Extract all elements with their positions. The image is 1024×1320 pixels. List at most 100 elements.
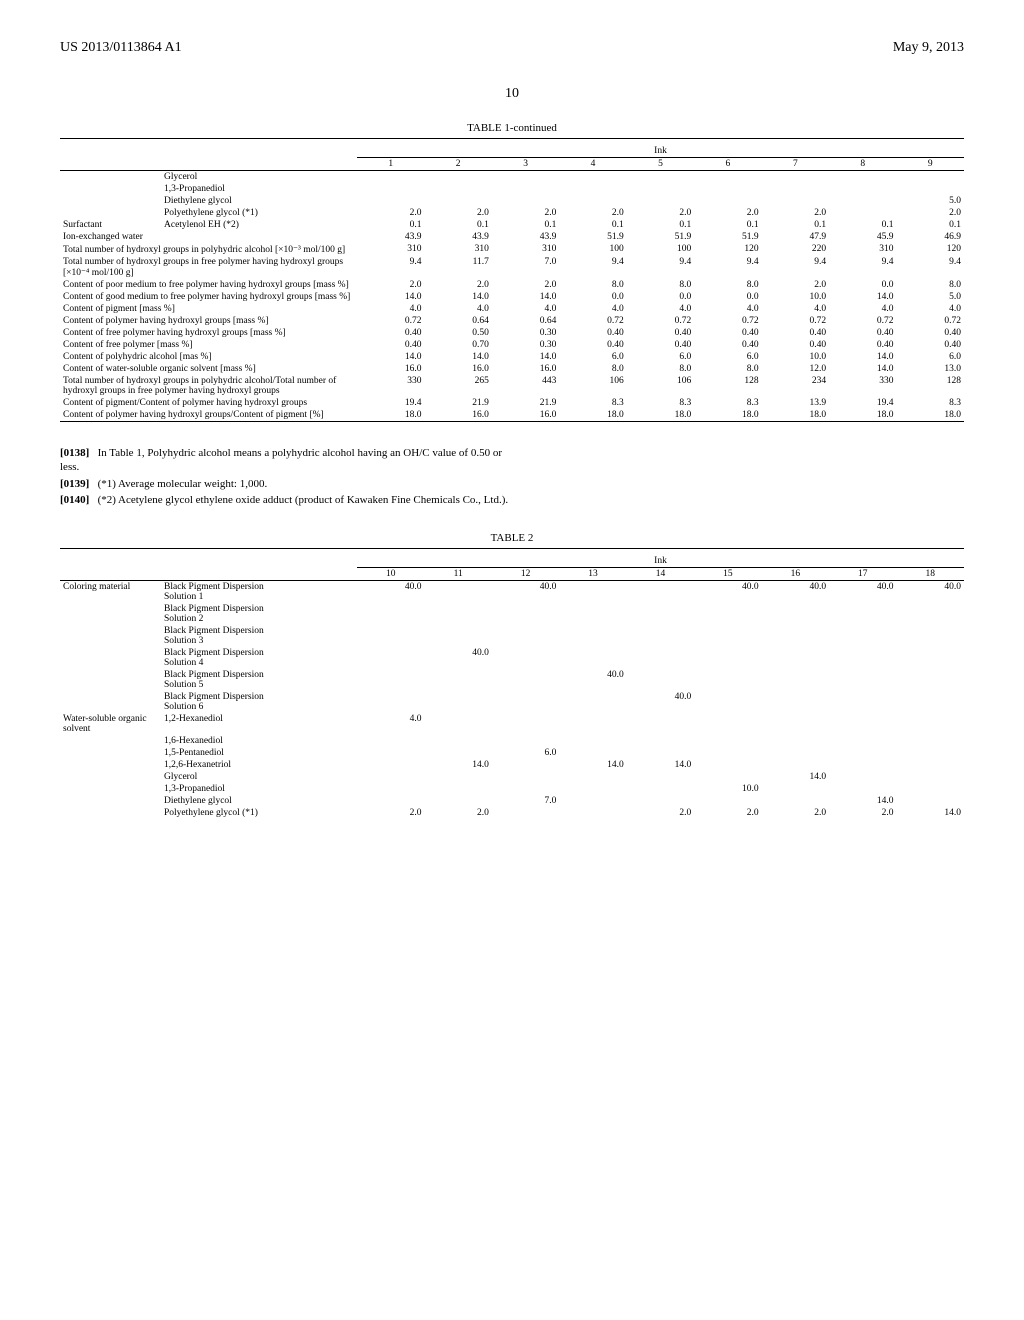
cell: 0.40: [762, 327, 829, 339]
cell: [762, 747, 829, 759]
cell: 4.0: [897, 303, 965, 315]
cell: 9.4: [559, 256, 626, 279]
table-row: 1,3-Propanediol 10.0: [60, 783, 964, 795]
cell: 0.50: [424, 327, 491, 339]
cell: 43.9: [492, 231, 559, 243]
cell: 100: [559, 243, 626, 256]
cell: 0.1: [897, 219, 965, 231]
cell: 0.64: [492, 315, 559, 327]
cell: 14.0: [492, 291, 559, 303]
table-row: Content of polymer having hydroxyl group…: [60, 409, 964, 422]
cell: [492, 171, 559, 184]
table2-col-header: 18: [897, 568, 965, 581]
cell: 18.0: [357, 409, 424, 422]
cell: [897, 625, 965, 647]
cell: [762, 625, 829, 647]
table-row: Content of polyhydric alcohol [mas %]14.…: [60, 351, 964, 363]
cell: 4.0: [627, 303, 694, 315]
cell: [424, 691, 491, 713]
cell: 18.0: [829, 409, 896, 422]
table-row: 1,2,6-Hexanetriol14.014.014.0: [60, 759, 964, 771]
page-number: 10: [60, 86, 964, 102]
cell: 40.0: [627, 691, 694, 713]
table-row: Total number of hydroxyl groups in free …: [60, 256, 964, 279]
cell: 0.70: [424, 339, 491, 351]
cell: [762, 795, 829, 807]
cell: 40.0: [829, 581, 896, 604]
cell: [559, 581, 626, 604]
table-row: 1,3-Propanediol: [60, 183, 964, 195]
cell: 19.4: [829, 397, 896, 409]
cell: [694, 195, 761, 207]
cell: [357, 647, 424, 669]
cell: [357, 171, 424, 184]
cell: 40.0: [694, 581, 761, 604]
table1-col-header: 7: [762, 158, 829, 171]
cell: [492, 735, 559, 747]
cell: 6.0: [627, 351, 694, 363]
cell: 5.0: [897, 291, 965, 303]
cell: 7.0: [492, 256, 559, 279]
cell: 4.0: [762, 303, 829, 315]
cell: [762, 735, 829, 747]
row-label: Black Pigment DispersionSolution 6: [161, 691, 357, 713]
cell: [559, 691, 626, 713]
cell: [559, 713, 626, 735]
cell: 8.0: [559, 363, 626, 375]
cell: 2.0: [357, 279, 424, 291]
cell: [694, 183, 761, 195]
cell: 40.0: [897, 581, 965, 604]
cell: [357, 625, 424, 647]
row-category: [60, 195, 161, 207]
cell: [762, 603, 829, 625]
cell: 8.0: [694, 279, 761, 291]
cell: [829, 759, 896, 771]
row-category: [60, 171, 161, 184]
row-category: [60, 183, 161, 195]
table-row: Black Pigment DispersionSolution 440.0: [60, 647, 964, 669]
cell: 2.0: [829, 807, 896, 819]
cell: 0.40: [897, 339, 965, 351]
cell: [424, 603, 491, 625]
cell: 8.0: [897, 279, 965, 291]
cell: [762, 759, 829, 771]
table-row: 1,6-Hexanediol: [60, 735, 964, 747]
cell: [559, 183, 626, 195]
cell: 10.0: [694, 783, 761, 795]
row-label: Content of free polymer having hydroxyl …: [60, 327, 357, 339]
cell: 16.0: [492, 363, 559, 375]
row-label: Content of polymer having hydroxyl group…: [60, 409, 357, 422]
row-label: 1,3-Propanediol: [161, 783, 357, 795]
table-row: Polyethylene glycol (*1)2.02.02.02.02.02…: [60, 807, 964, 819]
cell: 120: [694, 243, 761, 256]
cell: 330: [829, 375, 896, 397]
cell: [424, 581, 491, 604]
cell: [357, 603, 424, 625]
cell: [492, 713, 559, 735]
cell: 0.1: [694, 219, 761, 231]
cell: 40.0: [424, 647, 491, 669]
cell: 40.0: [492, 581, 559, 604]
table2-col-header: 17: [829, 568, 896, 581]
row-label: 1,2,6-Hexanetriol: [161, 759, 357, 771]
cell: [762, 647, 829, 669]
cell: [829, 713, 896, 735]
cell: 51.9: [559, 231, 626, 243]
cell: 18.0: [694, 409, 761, 422]
cell: [694, 795, 761, 807]
table2-col-header: 13: [559, 568, 626, 581]
table1-col-header: 8: [829, 158, 896, 171]
cell: [357, 759, 424, 771]
cell: 2.0: [627, 807, 694, 819]
cell: [424, 625, 491, 647]
row-label: Glycerol: [161, 771, 357, 783]
cell: [897, 603, 965, 625]
table-row: Content of poor medium to free polymer h…: [60, 279, 964, 291]
cell: 2.0: [424, 279, 491, 291]
table2-col-header: 10: [357, 568, 424, 581]
cell: 0.1: [424, 219, 491, 231]
cell: [357, 691, 424, 713]
cell: [627, 783, 694, 795]
cell: 9.4: [627, 256, 694, 279]
row-label: Content of polyhydric alcohol [mas %]: [60, 351, 357, 363]
